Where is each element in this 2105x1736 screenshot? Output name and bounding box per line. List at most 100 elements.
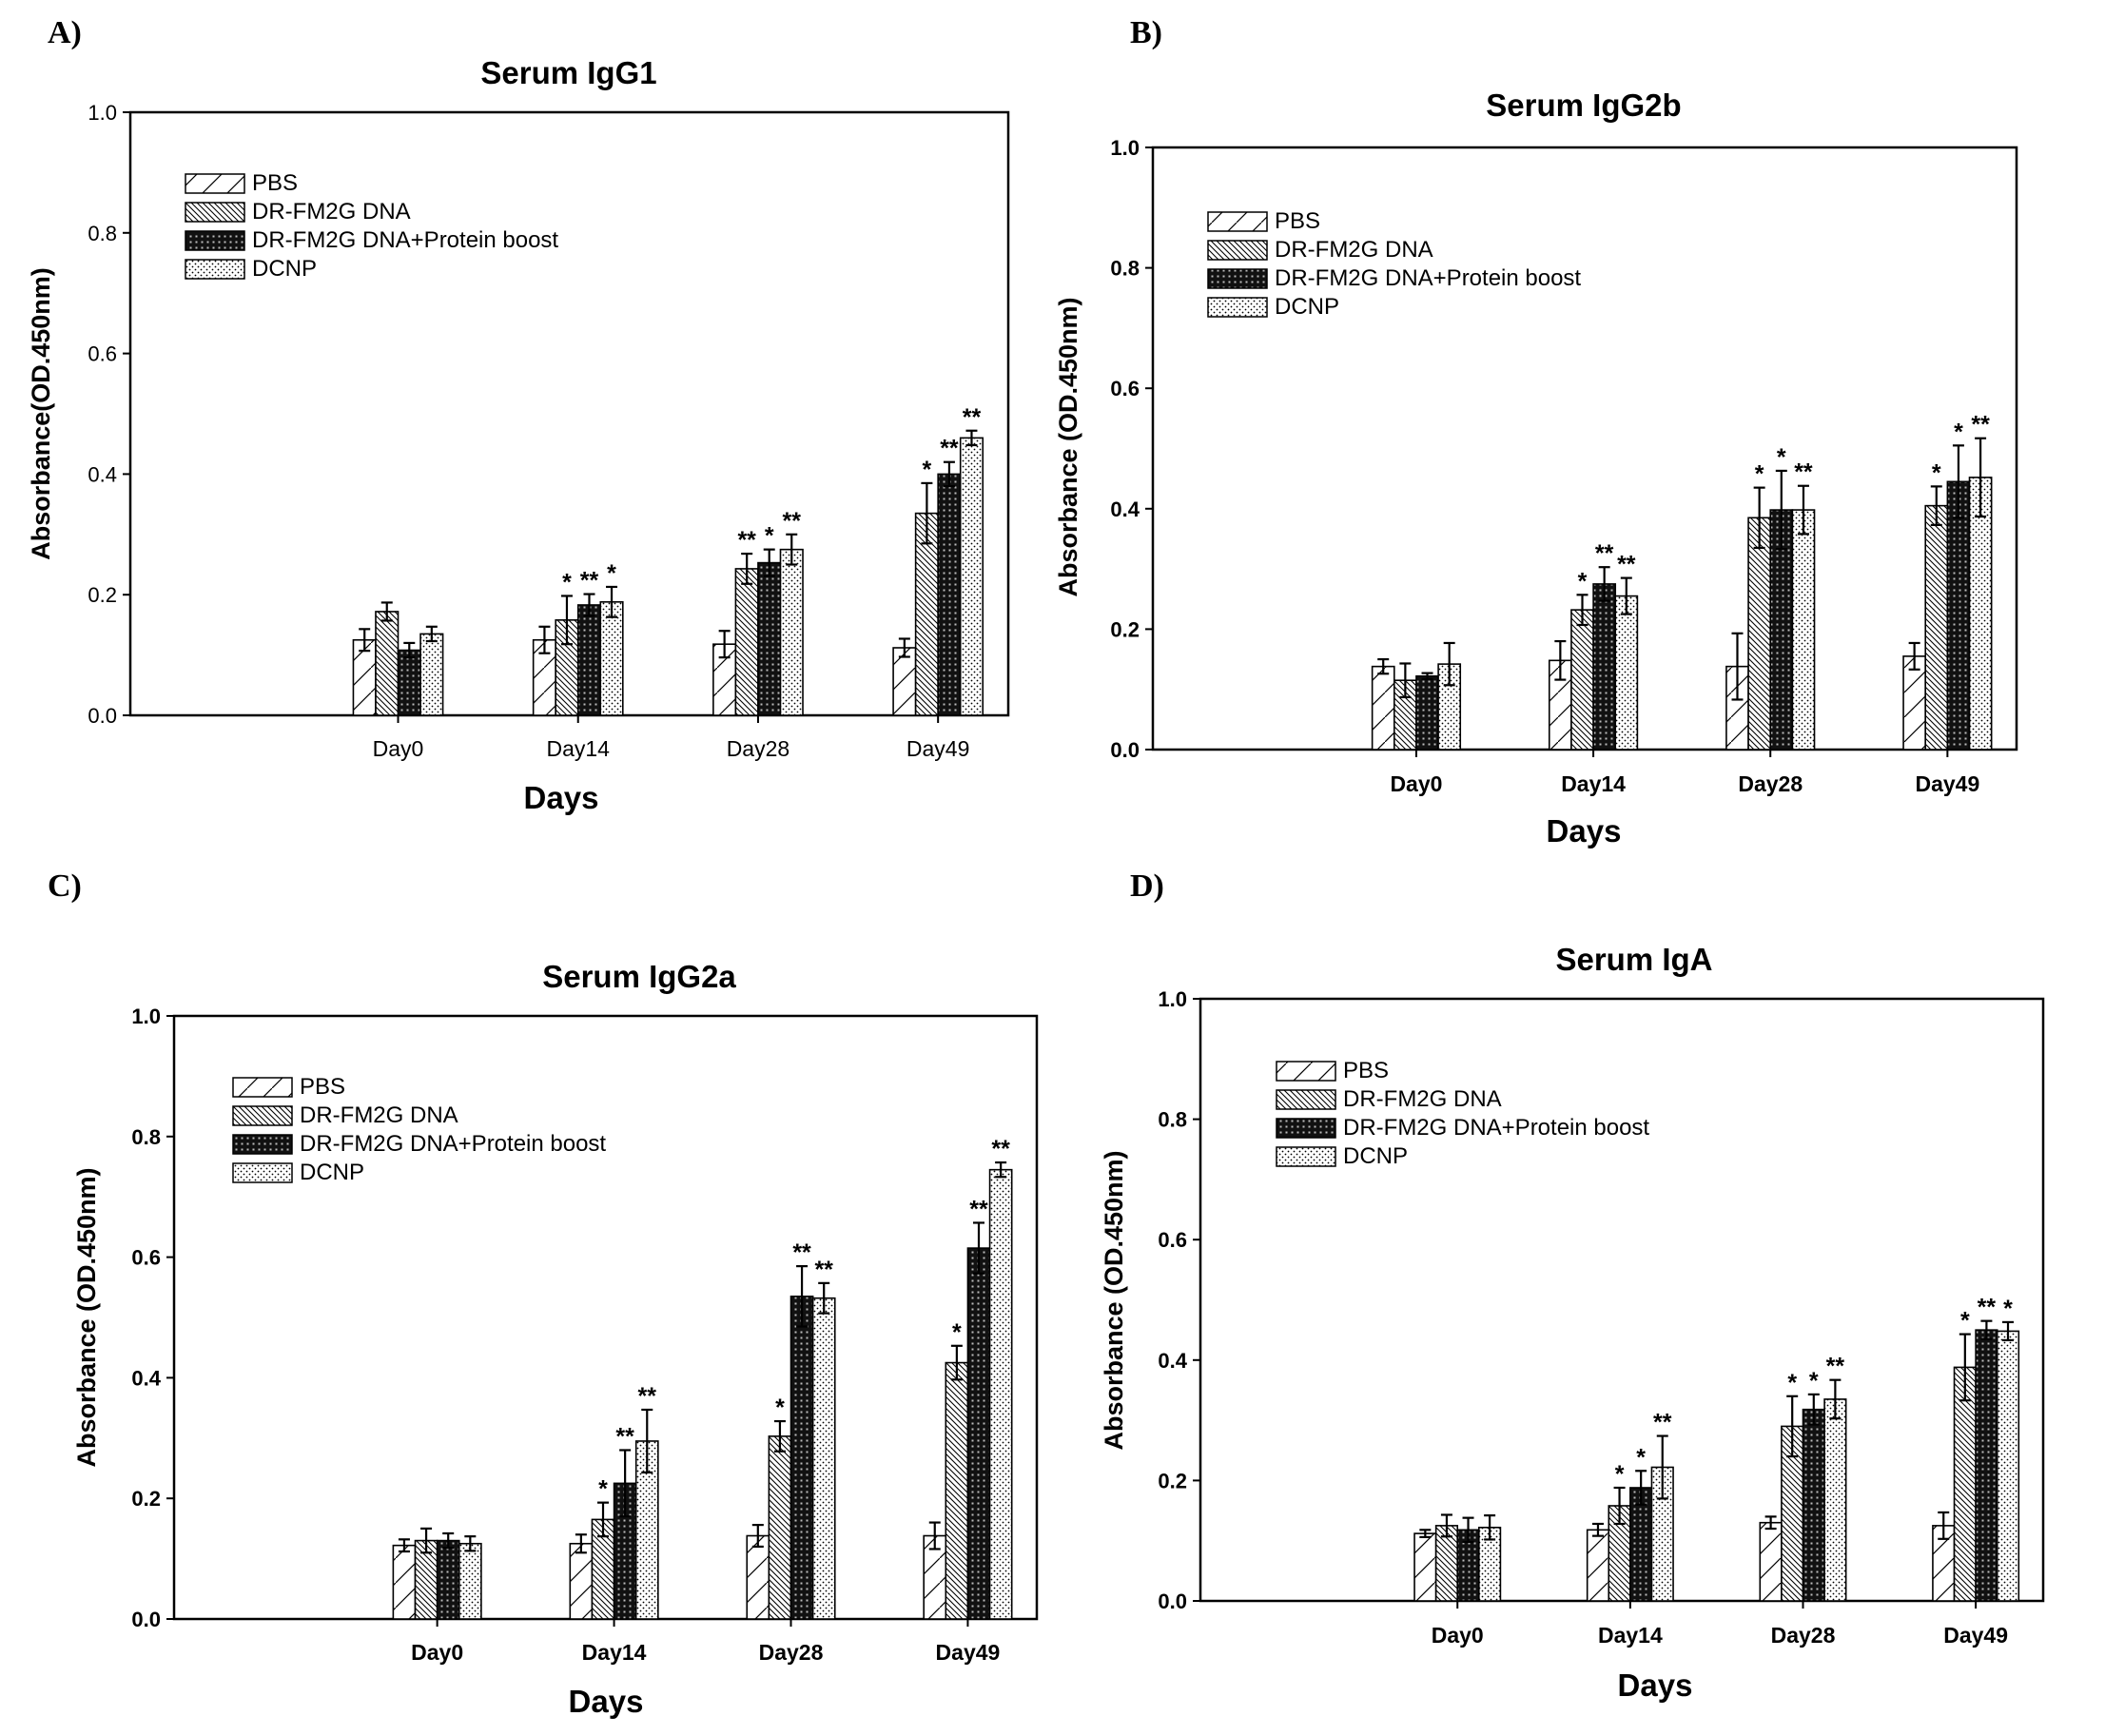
bar	[1415, 674, 1439, 751]
significance-label: *	[1755, 461, 1764, 488]
x-tick-label: Day0	[373, 736, 424, 761]
bar	[779, 548, 804, 716]
y-tick-label: 0.8	[88, 222, 117, 245]
y-tick-label: 0.2	[131, 1487, 161, 1511]
bar	[734, 568, 759, 716]
bar	[1802, 1408, 1825, 1602]
significance-label: *	[1954, 419, 1963, 445]
legend-swatch	[1276, 1118, 1336, 1139]
bar	[1592, 583, 1617, 751]
significance-label: **	[792, 1239, 811, 1266]
significance-label: **	[969, 1196, 988, 1222]
y-tick-label: 0.8	[1158, 1108, 1187, 1132]
y-axis-label: Absorbance(OD.450nm)	[27, 267, 55, 560]
legend-swatch	[185, 230, 245, 251]
y-tick-label: 0.4	[1110, 497, 1140, 521]
legend-label: DCNP	[1343, 1143, 1408, 1169]
x-tick-label: Day0	[1432, 1623, 1484, 1648]
y-tick-label: 0.6	[88, 342, 117, 366]
significance-label: *	[1636, 1444, 1646, 1471]
chart-panel-b: B) Serum IgG2b Days Absorbance (OD.450nm…	[1054, 15, 2018, 848]
bar	[576, 604, 602, 716]
chart-panel-a: A) Serum IgG1 Days Absorbance(OD.450nm) …	[27, 15, 1010, 815]
legend-label: DCNP	[252, 256, 317, 282]
bar	[436, 1539, 460, 1620]
significance-label: **	[1826, 1354, 1845, 1380]
y-tick-label: 0.6	[131, 1246, 161, 1270]
significance-label: *	[1777, 444, 1786, 471]
bar	[1924, 504, 1949, 751]
x-tick-label: Day14	[1598, 1623, 1663, 1648]
panel-label: D)	[1130, 868, 1164, 904]
chart-panel-d: D) Serum IgA Days Absorbance (OD.450nm) …	[1100, 868, 2045, 1703]
legend-swatch	[185, 259, 245, 280]
legend-swatch	[1207, 211, 1268, 232]
bar	[375, 611, 400, 716]
panel-label: A)	[48, 15, 82, 50]
bar	[392, 1544, 417, 1620]
x-tick-label: Day0	[1390, 771, 1442, 796]
bar	[458, 1542, 482, 1620]
x-tick-label: Day0	[411, 1640, 463, 1665]
x-tick-label: Day28	[727, 736, 789, 761]
chart-title: Serum IgG2a	[542, 959, 736, 994]
bar	[1968, 477, 1993, 751]
bar	[988, 1168, 1013, 1620]
y-tick-label: 0.2	[88, 583, 117, 607]
chart-title: Serum IgG2b	[1486, 88, 1681, 123]
significance-label: *	[923, 457, 932, 483]
legend-swatch	[1207, 297, 1268, 318]
legend-swatch	[1276, 1061, 1336, 1082]
bar	[1823, 1398, 1847, 1602]
bar	[1946, 480, 1971, 751]
bar	[1570, 609, 1594, 751]
significance-label: **	[814, 1257, 833, 1283]
y-tick-label: 0.2	[1158, 1469, 1187, 1492]
y-axis-label: Absorbance (OD.450nm)	[1054, 297, 1082, 596]
significance-label: **	[1978, 1295, 1997, 1321]
significance-label: *	[1578, 568, 1588, 595]
significance-label: *	[607, 560, 616, 587]
x-axis-label: Days	[1618, 1668, 1693, 1703]
y-tick-label: 1.0	[1158, 987, 1187, 1011]
bar	[1586, 1529, 1610, 1602]
bar	[569, 1542, 594, 1620]
significance-label: **	[940, 436, 959, 462]
x-tick-label: Day49	[1943, 1623, 2008, 1648]
y-tick-label: 1.0	[1110, 136, 1140, 160]
legend-label: DR-FM2G DNA	[1343, 1086, 1502, 1112]
bar	[1791, 509, 1816, 751]
bar	[892, 647, 917, 716]
bar	[768, 1435, 792, 1620]
significance-label: *	[765, 523, 774, 550]
x-tick-label: Day14	[1561, 771, 1626, 796]
legend-label: DR-FM2G DNA+Protein boost	[300, 1131, 606, 1157]
x-axis-label: Days	[569, 1684, 644, 1719]
y-axis-label: Absorbance (OD.450nm)	[72, 1167, 101, 1467]
chart-title: Serum IgA	[1555, 942, 1712, 977]
significance-label: **	[638, 1383, 657, 1410]
legend-label: DR-FM2G DNA	[252, 199, 411, 224]
y-tick-label: 0.0	[88, 704, 117, 728]
bar	[959, 437, 984, 716]
y-tick-label: 0.0	[131, 1608, 161, 1631]
bar	[1747, 517, 1772, 751]
significance-label: **	[1794, 459, 1813, 486]
bar	[1413, 1532, 1437, 1602]
legend-label: DCNP	[300, 1160, 364, 1185]
legend-swatch	[1276, 1089, 1336, 1110]
bar	[937, 473, 962, 716]
panel-label: C)	[48, 868, 82, 904]
bar	[599, 601, 624, 716]
legend-swatch	[232, 1162, 293, 1183]
legend-label: PBS	[1343, 1058, 1389, 1083]
significance-label: *	[952, 1319, 962, 1346]
y-tick-label: 0.4	[131, 1366, 161, 1390]
significance-label: **	[737, 527, 756, 554]
legend-label: DR-FM2G DNA+Protein boost	[1275, 265, 1581, 291]
legend-swatch	[185, 202, 245, 223]
significance-label: **	[783, 508, 802, 535]
y-tick-label: 0.8	[131, 1125, 161, 1149]
bar	[1759, 1521, 1783, 1602]
significance-label: **	[615, 1423, 634, 1450]
